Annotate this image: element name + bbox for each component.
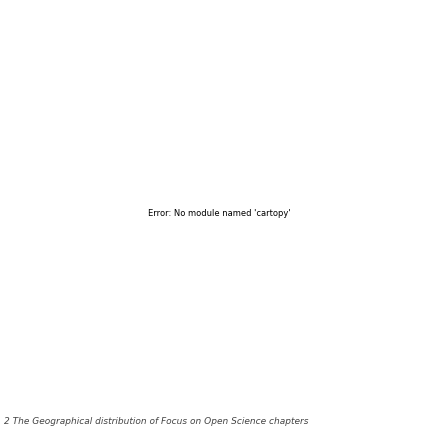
Text: Error: No module named 'cartopy': Error: No module named 'cartopy' — [147, 208, 290, 217]
Text: 2 The Geographical distribution of Focus on Open Science chapters: 2 The Geographical distribution of Focus… — [4, 416, 308, 425]
